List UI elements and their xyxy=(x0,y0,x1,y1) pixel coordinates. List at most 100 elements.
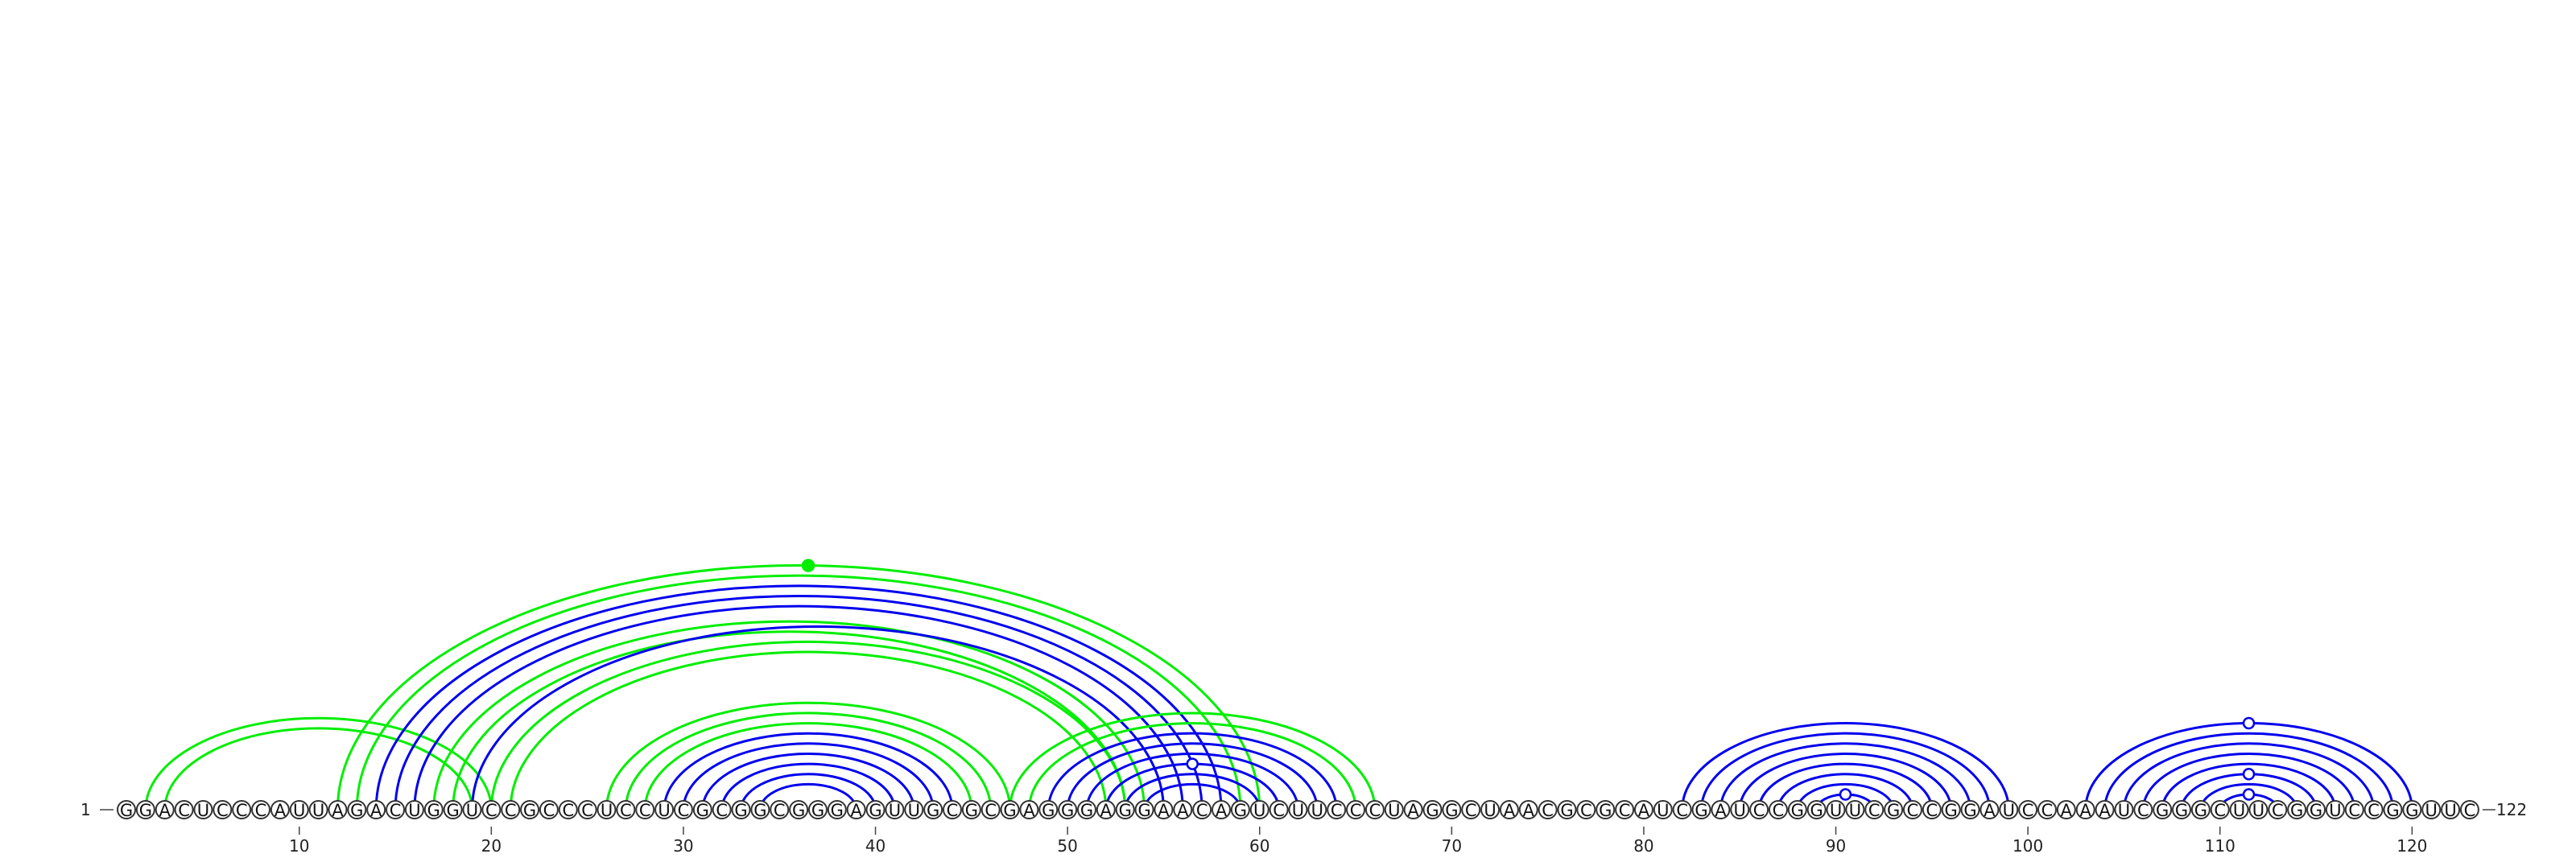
nucleotide-6 xyxy=(213,800,233,819)
tick-label-60: 60 xyxy=(1249,836,1269,856)
nucleotide-52 xyxy=(1096,800,1116,819)
nucleotide-letter-3: A xyxy=(159,801,171,820)
nucleotide-letter-86: C xyxy=(1753,801,1765,820)
nucleotide-letter-103: A xyxy=(2080,801,2092,820)
nucleotide-68 xyxy=(1403,800,1423,819)
nucleotide-letter-89: G xyxy=(1810,801,1823,820)
nucleotide-90 xyxy=(1826,800,1846,819)
nucleotide-letter-19: U xyxy=(466,801,478,820)
nucleotide-121 xyxy=(2421,800,2442,819)
nucleotide-letter-56: A xyxy=(1177,801,1189,820)
nucleotide-letter-108: G xyxy=(2175,801,2188,820)
nucleotide-74 xyxy=(1518,800,1538,819)
nucleotide-17 xyxy=(423,800,444,819)
nucleotide-letter-39: A xyxy=(850,801,862,820)
nucleotide-letter-69: G xyxy=(1426,801,1439,820)
nucleotide-41 xyxy=(885,800,905,819)
nucleotide-letter-106: C xyxy=(2137,801,2149,820)
nucleotide-letter-28: C xyxy=(639,801,651,820)
nucleotide-54 xyxy=(1134,800,1154,819)
nucleotide-8 xyxy=(251,800,271,819)
nucleotide-letter-115: G xyxy=(2310,801,2322,820)
nucleotide-letter-25: C xyxy=(581,801,593,820)
nucleotide-letter-4: C xyxy=(178,801,190,820)
nucleotide-letter-49: G xyxy=(1042,801,1055,820)
nucleotide-32 xyxy=(712,800,732,819)
nucleotide-letter-53: G xyxy=(1119,801,1132,820)
nucleotide-5 xyxy=(193,800,213,819)
nucleotide-letter-5: U xyxy=(197,801,209,820)
nucleotide-letter-119: G xyxy=(2386,801,2399,820)
nucleotide-23 xyxy=(539,800,559,819)
arc-54-59 xyxy=(1143,782,1242,811)
nucleotide-letter-16: U xyxy=(408,801,420,820)
arc-47-66 xyxy=(1009,712,1377,811)
arc-83-98 xyxy=(1700,732,1991,811)
nucleotide-97 xyxy=(1960,800,1980,819)
nucleotide-83 xyxy=(1691,800,1711,819)
nucleotide-113 xyxy=(2268,800,2288,819)
nucleotide-letter-82: C xyxy=(1676,801,1688,820)
nucleotide-105 xyxy=(2114,800,2134,819)
arc-15-57 xyxy=(394,594,1203,811)
nucleotide-34 xyxy=(750,800,770,819)
nucleotide-letter-85: U xyxy=(1734,801,1746,820)
nucleotide-letter-102: A xyxy=(2061,801,2073,820)
nucleotide-letter-54: G xyxy=(1137,801,1150,820)
backbone-layer: 1 122 xyxy=(80,800,2527,819)
nucleotide-letter-40: G xyxy=(869,801,881,820)
nucleotide-letter-32: C xyxy=(716,801,728,820)
nucleotide-letter-122: U xyxy=(2444,801,2456,820)
nucleotide-50 xyxy=(1058,800,1078,819)
nucleotide-letter-87: C xyxy=(1773,801,1785,820)
nucleotide-49 xyxy=(1038,800,1059,819)
nucleotide-102 xyxy=(2056,800,2076,819)
arc-30-43 xyxy=(682,742,935,811)
arc-87-94 xyxy=(1777,773,1914,811)
nucleotide-letter-1: G xyxy=(120,801,133,820)
arc-19-55 xyxy=(470,625,1165,811)
arc-86-95 xyxy=(1757,762,1934,811)
nucleotide-letter-112: U xyxy=(2252,801,2264,820)
arc-50-63 xyxy=(1066,742,1319,811)
nucleotide-letter-60: U xyxy=(1253,801,1265,820)
nucleotide-letter-120: G xyxy=(2405,801,2418,820)
nucleotide-letter-41: U xyxy=(889,801,901,820)
nucleotide-122 xyxy=(2441,800,2461,819)
nucleotide-85 xyxy=(1730,800,1750,819)
nucleotide-76 xyxy=(1557,800,1577,819)
nucleotide-16 xyxy=(404,800,424,819)
nucleotide-18 xyxy=(443,800,463,819)
arc-49-64 xyxy=(1046,732,1338,811)
nucleotide-letter-79: C xyxy=(1619,801,1631,820)
arc-marker-3 xyxy=(1839,788,1852,801)
nucleotide-84 xyxy=(1711,800,1731,819)
nucleotide-letter-44: C xyxy=(947,801,959,820)
nucleotide-31 xyxy=(692,800,712,819)
nucleotide-51 xyxy=(1077,800,1096,819)
arc-2-20 xyxy=(144,716,493,811)
sequence-end-label: 122 xyxy=(2496,800,2527,819)
nucleotide-letter-45: G xyxy=(965,801,978,820)
nucleotide-letter-93: G xyxy=(1887,801,1900,820)
nucleotide-61 xyxy=(1269,800,1289,819)
tick-label-70: 70 xyxy=(1442,836,1462,856)
nucleotide-letter-80: A xyxy=(1638,801,1650,820)
nucleotide-40 xyxy=(865,800,886,819)
nucleotide-11 xyxy=(308,800,328,819)
arc-105-118 xyxy=(2122,742,2376,811)
nucleotide-73 xyxy=(1499,800,1519,819)
nucleotide-36 xyxy=(789,800,809,819)
nucleotide-53 xyxy=(1115,800,1135,819)
nucleotide-letter-8: C xyxy=(255,801,267,820)
nucleotide-letter-34: G xyxy=(753,801,766,820)
nucleotide-letter-7: C xyxy=(236,801,248,820)
nucleotide-21 xyxy=(501,800,521,819)
nucleotide-letter-84: A xyxy=(1715,801,1727,820)
nucleotide-letter-23: C xyxy=(543,801,555,820)
nucleotide-letter-61: C xyxy=(1273,801,1285,820)
arc-48-65 xyxy=(1027,722,1357,811)
nucleotide-letter-20: C xyxy=(485,801,497,820)
nucleotide-letter-117: C xyxy=(2348,801,2360,820)
nucleotide-65 xyxy=(1346,800,1366,819)
